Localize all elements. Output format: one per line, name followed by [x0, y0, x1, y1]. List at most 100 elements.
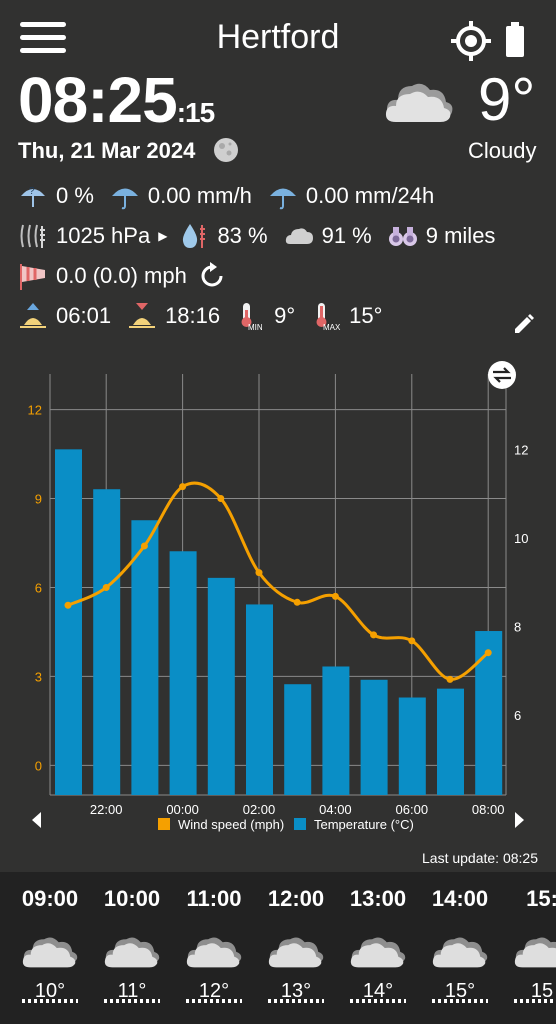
- sun-temp-row: 06:01 18:16 MIN 9° MAX 15°: [18, 300, 382, 332]
- hourly-temp: 15°: [444, 980, 476, 1002]
- temperature-bar: [207, 577, 235, 795]
- city-name[interactable]: Hertford: [216, 18, 340, 56]
- precip-probability: 0 %: [56, 183, 94, 208]
- edit-icon[interactable]: [512, 312, 536, 336]
- temp-min: 9°: [274, 303, 296, 328]
- wind-speed-point: [408, 637, 416, 645]
- wind-row: 0.0 (0.0) mph: [18, 260, 235, 292]
- time-seconds: :15: [176, 97, 215, 128]
- sunrise-icon: [20, 303, 46, 328]
- temperature-bar: [169, 551, 197, 795]
- wind-speed-point: [446, 675, 454, 683]
- current-date: Thu, 21 Mar 2024: [18, 138, 196, 163]
- precip-strip: [104, 999, 160, 1003]
- thermometer-max-icon: MAX: [316, 303, 341, 331]
- precipitation-row: ? 0 % 0.00 mm/h 0.00 mm/24h: [18, 180, 434, 212]
- max-badge: MAX: [323, 323, 341, 331]
- humidity-icon: [183, 224, 206, 248]
- hourly-forecast[interactable]: 09:00 10° 10:00 11° 11:00 12° 12:00 13° 13:00 14°…: [0, 872, 556, 1024]
- hourly-item[interactable]: 12:00 13°: [255, 872, 337, 1003]
- x-tick-label: 02:00: [243, 802, 276, 817]
- left-axis-tick: 12: [28, 403, 42, 418]
- wind-speed-point: [102, 583, 110, 591]
- min-badge: MIN: [248, 323, 263, 331]
- hourly-item[interactable]: 11:00 12°: [173, 872, 255, 1003]
- chevron-right-icon[interactable]: [515, 812, 524, 828]
- hourly-temp: 15: [530, 980, 554, 1002]
- temp-max: 15°: [349, 303, 383, 328]
- temperature-bar: [360, 679, 388, 795]
- x-tick-label: 04:00: [319, 802, 352, 817]
- hourly-time: 10:00: [103, 886, 161, 911]
- swap-axes-icon[interactable]: [488, 361, 516, 389]
- hourly-temp: 12°: [198, 980, 230, 1002]
- temperature-bar: [322, 666, 350, 795]
- sunrise-time: 06:01: [56, 303, 112, 328]
- cloud-icon: [186, 937, 242, 968]
- temperature-bar: [398, 697, 426, 795]
- wind-speed-point: [179, 483, 187, 491]
- temperature-bar: [437, 688, 464, 795]
- precip-strip: [22, 999, 78, 1003]
- pressure-value: 1025 hPa: [56, 223, 151, 248]
- humidity-value: 83 %: [217, 223, 268, 248]
- time-hours-minutes: 08:25: [18, 64, 178, 136]
- wind-speed-point: [484, 649, 492, 657]
- visibility-value: 9 miles: [425, 223, 496, 248]
- wind-speed-point: [140, 542, 148, 550]
- locate-icon[interactable]: [450, 20, 492, 62]
- cloud-icon: [514, 937, 556, 968]
- hourly-temp: 14°: [362, 980, 394, 1002]
- refresh-icon[interactable]: [197, 261, 227, 291]
- moon-icon: [214, 138, 238, 162]
- hourly-time: 13:00: [349, 886, 407, 911]
- precip-probability-icon: ?: [21, 186, 45, 207]
- hourly-time: 11:00: [186, 886, 242, 911]
- x-tick-label: 08:00: [472, 802, 505, 817]
- hourly-item[interactable]: 15: 15: [501, 872, 556, 1003]
- temperature-bar: [284, 684, 312, 795]
- precip-strip: [186, 999, 242, 1003]
- temperature-bar: [246, 604, 273, 795]
- hourly-item[interactable]: 10:00 11°: [91, 872, 173, 1003]
- left-axis-tick: 0: [35, 758, 42, 773]
- pressure-icon: [20, 224, 45, 248]
- pressure-trend-icon: ▶: [158, 229, 168, 243]
- wind-speed-point: [331, 592, 339, 600]
- legend-swatch-temperature: [294, 818, 306, 830]
- cloud-cover-value: 91 %: [321, 223, 372, 248]
- wind-speed-line: [67, 481, 490, 681]
- umbrella-icon: [111, 188, 138, 210]
- atmosphere-row: 1025 hPa ▶ 83 % 91 % 9 miles: [18, 220, 495, 252]
- cloud-cover-icon: [285, 228, 313, 244]
- legend-label-wind: Wind speed (mph): [178, 817, 284, 832]
- cloud-icon: [22, 937, 78, 968]
- temperature-bar: [55, 449, 82, 795]
- legend-swatch-wind: [158, 818, 170, 830]
- hourly-item[interactable]: 14:00 15°: [419, 872, 501, 1003]
- menu-icon[interactable]: [20, 22, 66, 56]
- precip-strip: [268, 999, 324, 1003]
- binoculars-icon: [388, 227, 417, 246]
- current-condition: Cloudy: [468, 138, 537, 163]
- cloud-icon: [432, 937, 488, 968]
- right-axis-tick: 6: [514, 708, 521, 723]
- hourly-time: 14:00: [431, 886, 489, 911]
- wind-speed-point: [370, 631, 378, 639]
- hourly-item[interactable]: 09:00 10°: [9, 872, 91, 1003]
- wind-speed-point: [64, 601, 72, 609]
- cloud-icon: [385, 83, 453, 122]
- wind-value: 0.0 (0.0) mph: [56, 263, 187, 288]
- chevron-left-icon[interactable]: [32, 812, 41, 828]
- temperature-bar: [93, 489, 121, 795]
- cloud-icon: [350, 937, 406, 968]
- cloud-icon: [104, 937, 160, 968]
- precip-24h: 0.00 mm/24h: [305, 183, 435, 208]
- last-update: Last update: 08:25: [422, 850, 538, 866]
- hourly-temp: 11°: [117, 980, 147, 1002]
- hourly-temp: 13°: [280, 980, 312, 1002]
- wind-speed-point: [293, 598, 301, 606]
- precip-strip: [432, 999, 488, 1003]
- precip-strip: [350, 999, 406, 1003]
- hourly-item[interactable]: 13:00 14°: [337, 872, 419, 1003]
